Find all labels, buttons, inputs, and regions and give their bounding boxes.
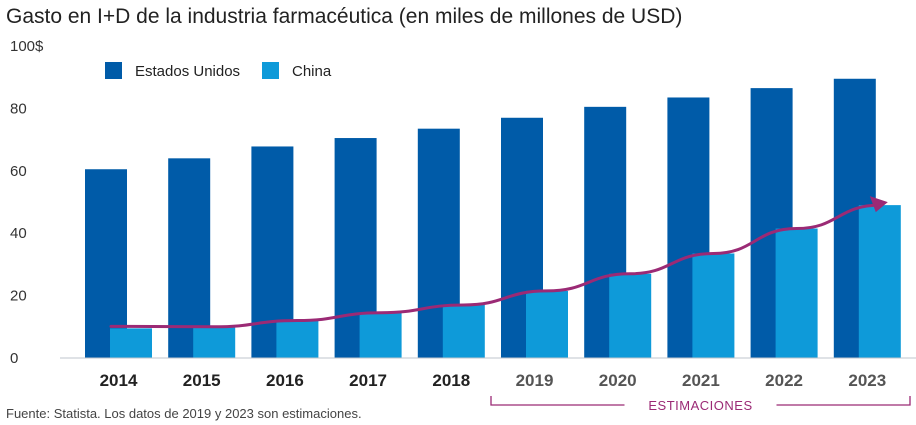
trend-line	[109, 203, 882, 329]
x-tick-label: 2016	[266, 371, 304, 390]
y-axis-ticks: 0 20 40 60 80 100$	[10, 38, 44, 367]
bar-china	[609, 273, 652, 358]
bar-china	[775, 228, 818, 358]
bar-china	[692, 253, 735, 358]
y-tick-label: 80	[10, 100, 27, 117]
x-tick-label: 2017	[349, 371, 387, 390]
y-tick-label: 100$	[10, 38, 44, 55]
legend-swatch	[105, 62, 122, 79]
legend-swatch	[262, 62, 279, 79]
bar-china	[276, 320, 319, 358]
trend-arrowhead	[869, 196, 888, 213]
bar-china	[442, 304, 485, 358]
x-tick-label: 2021	[682, 371, 720, 390]
x-tick-label: 2023	[848, 371, 886, 390]
x-tick-label: 2020	[599, 371, 637, 390]
legend-label: Estados Unidos	[135, 63, 240, 80]
bar-china	[110, 328, 152, 358]
x-axis-labels: 2014 2015 2016 2017 2018 2019 2020 2021 2022 2023	[100, 371, 887, 390]
y-tick-label: 40	[10, 225, 27, 242]
y-tick-label: 20	[10, 288, 27, 305]
bar-china	[858, 205, 901, 358]
estimates-label: ESTIMACIONES	[648, 398, 752, 413]
x-tick-label: 2022	[765, 371, 803, 390]
bars	[85, 78, 901, 359]
x-tick-label: 2019	[516, 371, 554, 390]
x-tick-label: 2014	[100, 371, 138, 390]
x-tick-label: 2015	[183, 371, 221, 390]
estimates-bracket-left	[490, 396, 625, 406]
source-note: Fuente: Statista. Los datos de 2019 y 20…	[6, 406, 362, 421]
estimates-bracket-right	[776, 396, 911, 406]
bar-china	[526, 290, 568, 358]
bar-china	[193, 326, 236, 358]
bar-estados-unidos	[168, 158, 211, 358]
trend-arrow	[109, 196, 888, 329]
x-tick-label: 2018	[432, 371, 470, 390]
y-tick-label: 60	[10, 163, 27, 180]
legend-label: China	[292, 63, 332, 80]
estimates-bracket: ESTIMACIONES	[490, 396, 911, 413]
y-tick-label: 0	[10, 350, 18, 367]
legend: Estados Unidos China	[105, 62, 332, 80]
chart-title: Gasto en I+D de la industria farmacéutic…	[6, 5, 682, 28]
bar-china	[359, 312, 402, 358]
